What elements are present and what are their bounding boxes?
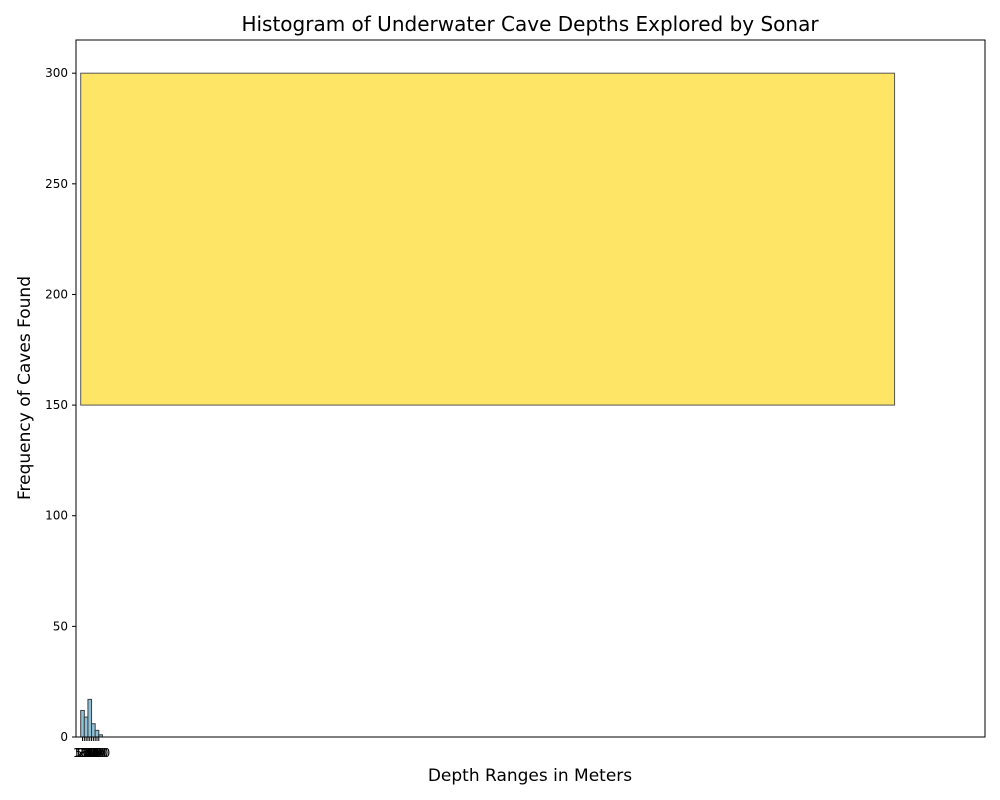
x-tick-label: 200 [76,746,99,760]
histogram-bar-series-0-bin-2 [87,698,93,738]
plot-area-frame [75,39,986,738]
histogram-bar-series-0-bin-4 [94,729,100,738]
y-tick-label: 250 [45,177,68,191]
histogram-bar-series-0-bin-3 [91,723,96,738]
y-tick-label: 50 [53,619,68,633]
x-tick-label: 250 [78,746,101,760]
x-axis-label: Depth Ranges in Meters [428,766,632,786]
histogram-bar-series-0-bin-0 [80,709,85,738]
y-tick-label: 200 [45,287,68,301]
histogram-bar-series-1-bin-0 [80,72,896,406]
y-tick-label: 100 [45,509,68,523]
y-axis-ticks: 0 50 100 150 200 250 300 [45,66,76,744]
x-tick-label: 400 [84,746,107,760]
y-tick-label: 0 [60,730,68,744]
x-tick-label: 500 [87,746,110,760]
x-tick-label: 350 [82,746,105,760]
histogram-bar-series-0-bin-1 [83,716,89,738]
x-tick-label: 100 [73,746,96,760]
x-tick-label: 50 [75,746,90,760]
x-tick-label: 300 [80,746,103,760]
bars-group [80,72,896,738]
y-axis-label: Frequency of Caves Found [15,276,35,500]
chart-title: Histogram of Underwater Cave Depths Expl… [241,12,819,36]
y-tick-label: 300 [45,66,68,80]
x-tick-label: 450 [86,746,109,760]
y-tick-label: 150 [45,398,68,412]
x-tick-label: 150 [75,746,98,760]
